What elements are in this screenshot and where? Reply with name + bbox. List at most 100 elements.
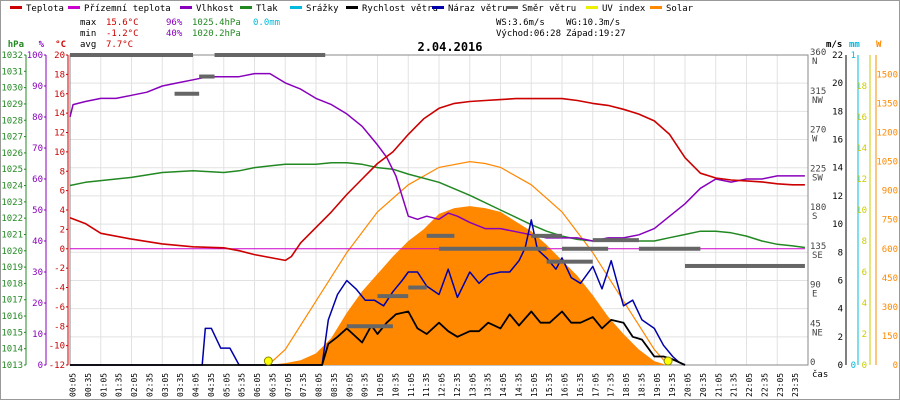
stat-max-press: 1025.4hPa	[192, 18, 241, 28]
humidity-line	[69, 72, 805, 242]
ms-tick-label: 2	[838, 333, 843, 343]
degc-tick-label: 18	[54, 70, 65, 80]
degc-tick-label: -6	[54, 303, 65, 313]
axes-layer: hPa1032103110301029102810271026102510241…	[1, 40, 898, 371]
sunset-marker	[663, 356, 673, 366]
legend-swatch-7	[432, 6, 444, 9]
stat-max-label: max	[80, 18, 97, 28]
legend-swatch-4	[240, 6, 252, 9]
uv-tick-label: 12	[856, 175, 867, 185]
pct-tick-label: 40	[32, 237, 43, 247]
legend-swatch-10	[650, 6, 662, 9]
pct-tick-label: 80	[32, 113, 43, 123]
x-tick-label: 03:35	[176, 373, 185, 397]
dir-tick-label: 360	[810, 48, 826, 58]
x-tick-label: 01:05	[99, 373, 108, 397]
degc-tick-label: -10	[49, 342, 65, 352]
degc-tick-label: 20	[54, 51, 65, 61]
degc-tick-label: 8	[60, 167, 65, 177]
degc-tick-label: 10	[54, 148, 65, 158]
hpa-tick-label: 1031	[1, 67, 23, 77]
degc-tick-label: -2	[54, 264, 65, 274]
hpa-tick-label: 1026	[1, 149, 23, 159]
x-tick-label: 23:05	[776, 373, 785, 397]
pct-tick-label: 0	[38, 361, 43, 371]
stat-min-hum: 40%	[166, 29, 183, 39]
x-tick-label: 13:05	[468, 373, 477, 397]
pct-axis-title: %	[39, 40, 45, 50]
mm-tick-label: 0	[851, 361, 856, 371]
wind-gust-line	[70, 219, 686, 366]
dir-tick-compass: W	[812, 135, 818, 145]
x-tick-label: 03:05	[161, 373, 170, 397]
x-tick-label: 00:05	[69, 373, 78, 397]
w-tick-label: 300	[882, 303, 898, 313]
hpa-tick-label: 1028	[1, 116, 23, 126]
x-tick-label: 09:35	[361, 373, 370, 397]
x-tick-label: 14:05	[499, 373, 508, 397]
stat-max-temp: 15.6°C	[106, 18, 139, 28]
uv-tick-label: 16	[856, 113, 867, 123]
temperature-line	[69, 97, 805, 262]
wind-dir-segment	[426, 233, 455, 238]
w-tick-label: 900	[882, 187, 898, 197]
wind-dir-segment	[562, 246, 609, 251]
uv-tick-label: 14	[856, 144, 867, 154]
hpa-tick-label: 1014	[1, 345, 23, 355]
dir-tick-compass: SW	[812, 173, 823, 183]
x-tick-label: 10:35	[391, 373, 400, 397]
hpa-tick-label: 1029	[1, 100, 23, 110]
x-tick-label: 10:05	[376, 373, 385, 397]
legend-label-5: Srážky	[306, 4, 339, 14]
ms-tick-label: 12	[832, 192, 843, 202]
uv-tick-label: 10	[856, 206, 867, 216]
hpa-tick-label: 1021	[1, 230, 23, 240]
legend: Teplota Přízemní teplota Vlhkost Tlak Srážky…	[10, 4, 694, 14]
hpa-tick-label: 1018	[1, 279, 23, 289]
degc-axis-title: °C	[55, 40, 66, 50]
x-tick-label: 18:05	[622, 373, 631, 397]
x-tick-label: 08:05	[315, 373, 324, 397]
x-tick-label: 08:35	[330, 373, 339, 397]
hpa-tick-label: 1024	[1, 182, 23, 192]
wind-dir-segment	[546, 259, 593, 264]
dir-tick-label: 270	[810, 126, 826, 136]
pct-tick-label: 10	[32, 330, 43, 340]
wind-dir-segment	[592, 238, 639, 243]
x-tick-label: 18:35	[637, 373, 646, 397]
stat-wg: WG:10.3m/s	[566, 18, 620, 28]
wind-dir-segment	[377, 294, 409, 299]
x-tick-label: 16:05	[561, 373, 570, 397]
uv-tick-label: 2	[862, 330, 867, 340]
x-tick-label: 23:35	[791, 373, 800, 397]
ms-tick-label: 14	[832, 164, 843, 174]
x-tick-label: 15:35	[545, 373, 554, 397]
legend-swatch-8	[506, 6, 518, 9]
pct-tick-label: 70	[32, 144, 43, 154]
hpa-tick-label: 1013	[1, 361, 23, 371]
wind-dir-segment	[199, 74, 215, 79]
hpa-tick-label: 1030	[1, 84, 23, 94]
dir-tick-label: 45	[810, 319, 821, 329]
x-tick-label: 07:35	[299, 373, 308, 397]
w-tick-label: 600	[882, 245, 898, 255]
legend-label-4: Tlak	[256, 4, 278, 14]
pct-tick-label: 50	[32, 206, 43, 216]
stat-avg-temp: 7.7°C	[106, 40, 133, 50]
pct-tick-label: 60	[32, 175, 43, 185]
x-tick-label: 21:05	[714, 373, 723, 397]
mm-tick-label: 1	[851, 51, 856, 61]
legend-label-3: Vlhkost	[196, 4, 234, 14]
wind-dir-segment	[638, 246, 701, 251]
legend-swatch-3	[180, 6, 192, 9]
stat-min-label: min	[80, 29, 96, 39]
legend-swatch-1	[10, 6, 22, 9]
uv-tick-label: 4	[862, 299, 867, 309]
x-tick-label: 17:05	[591, 373, 600, 397]
x-tick-label: 01:35	[115, 373, 124, 397]
legend-label-7: Náraz větru	[448, 4, 508, 14]
wind-dir-segment	[70, 53, 193, 57]
hpa-tick-label: 1019	[1, 263, 23, 273]
w-axis-title: W	[876, 40, 882, 50]
degc-tick-label: 12	[54, 129, 65, 139]
